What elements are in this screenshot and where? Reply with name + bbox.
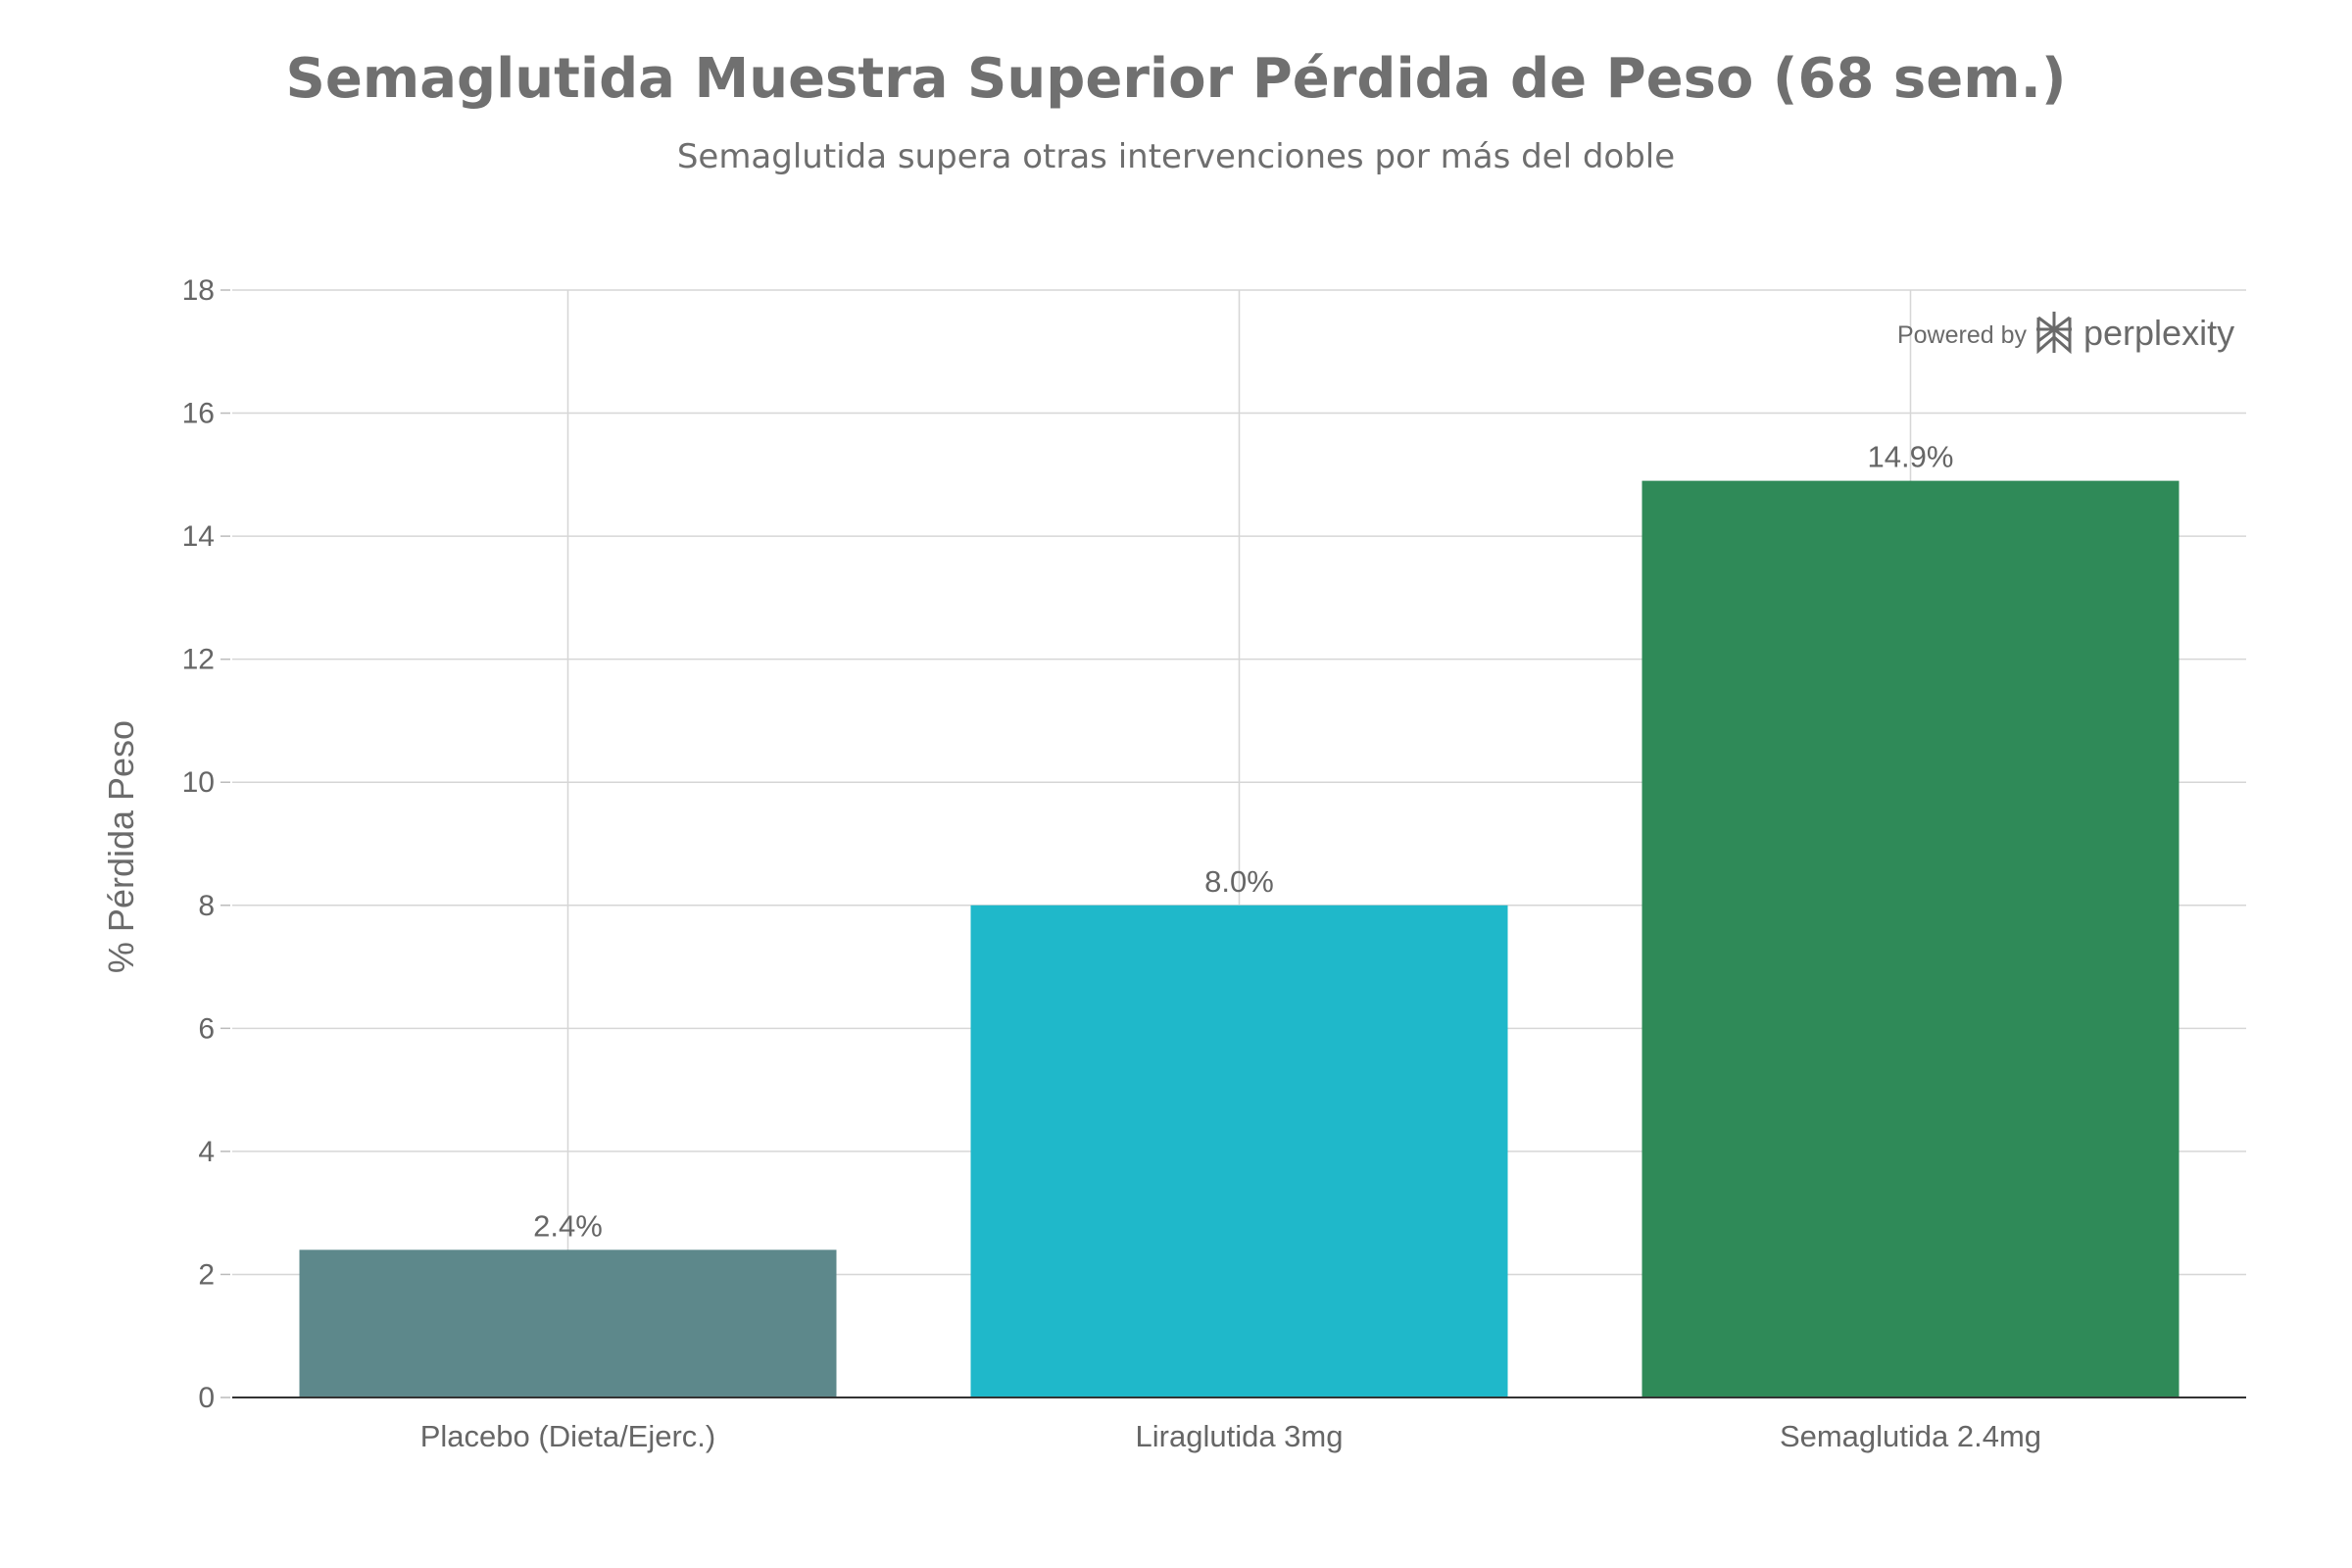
y-axis-title: % Pérdida Peso (101, 720, 141, 973)
bar-layer (232, 480, 2246, 1398)
y-tick-label: 8 (198, 890, 215, 922)
bar-data-label: 8.0% (1204, 864, 1274, 899)
y-tick-label: 18 (182, 274, 215, 307)
perplexity-brand-name: perplexity (2083, 313, 2234, 353)
bar-1 (299, 1250, 837, 1397)
x-category-label: Liraglutida 3mg (1136, 1419, 1344, 1453)
bar-data-label: 14.9% (1868, 440, 1954, 474)
y-tick-label: 16 (182, 398, 215, 430)
perplexity-logo-icon (2036, 312, 2072, 355)
label-layer: 0 2 4 6 8 10 12 14 16 18 2.4% Placebo (Dieta/Ejerc.… (182, 274, 2041, 1453)
y-tick-label: 12 (182, 644, 215, 676)
y-tick-label: 6 (198, 1012, 215, 1045)
branding-watermark: Powered by perplexity (1897, 312, 2234, 355)
bar-2 (970, 905, 1508, 1397)
bar-data-label: 2.4% (533, 1208, 603, 1243)
x-category-label: Placebo (Dieta/Ejerc.) (420, 1419, 716, 1453)
y-tick-label: 2 (198, 1258, 215, 1291)
chart-subtitle: Semaglutida supera otras intervenciones … (676, 137, 1676, 176)
y-tick-label: 0 (198, 1382, 215, 1414)
bar-3 (1642, 480, 2180, 1398)
y-tick-label: 14 (182, 520, 215, 553)
y-tick-label: 10 (182, 766, 215, 799)
x-category-label: Semaglutida 2.4mg (1780, 1419, 2041, 1453)
chart-title: Semaglutida Muestra Superior Pérdida de … (285, 47, 2067, 111)
y-tick-label: 4 (198, 1136, 215, 1168)
powered-by-label: Powered by (1897, 321, 2028, 349)
